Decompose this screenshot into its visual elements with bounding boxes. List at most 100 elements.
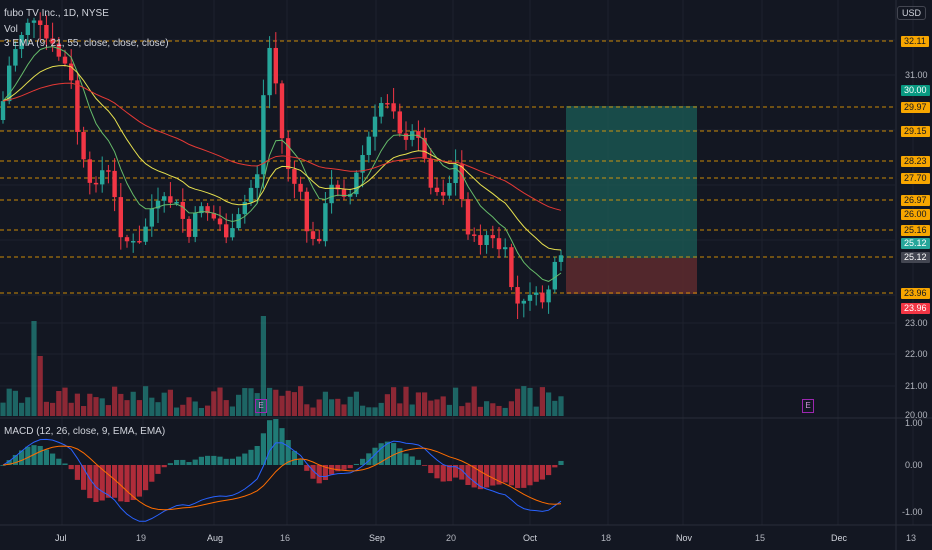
macd-tick: -1.00 (902, 507, 923, 517)
time-tick: Oct (523, 533, 538, 543)
candle-body (242, 202, 247, 215)
volume-bar (298, 386, 304, 416)
macd-histogram-bar (99, 465, 105, 501)
symbol-legend[interactable]: fubo TV Inc., 1D, NYSE (4, 8, 109, 19)
candle-body (174, 201, 179, 204)
volume-bar (490, 403, 496, 416)
candle-body (205, 206, 210, 214)
volume-bar (31, 321, 37, 416)
candle-body (422, 137, 427, 159)
candle-body (329, 184, 334, 204)
macd-histogram-bar (93, 465, 99, 502)
volume-bar (384, 394, 390, 416)
macd-histogram-bar (316, 465, 322, 484)
macd-legend[interactable]: MACD (12, 26, close, 9, EMA, EMA) (4, 426, 165, 437)
candle-body (341, 189, 347, 197)
candle-body (180, 201, 185, 219)
candle-body (193, 213, 198, 237)
volume-bar (484, 401, 490, 416)
earnings-marker-icon[interactable]: E (802, 399, 814, 413)
volume-bar (428, 400, 434, 416)
candle-body (112, 170, 117, 198)
macd-histogram-bar (62, 463, 68, 465)
macd-histogram-bar (12, 455, 18, 465)
macd-histogram-bar (0, 465, 6, 466)
macd-histogram-bar (118, 465, 124, 502)
candle-body (50, 38, 55, 44)
volume-bar (143, 386, 149, 416)
candle-body (131, 241, 136, 243)
macd-histogram-bar (19, 450, 25, 465)
time-tick: 16 (280, 533, 291, 543)
candle-body (168, 196, 173, 203)
ema-legend[interactable]: 3 EMA (9, 21, 55, close, close, close) (4, 38, 169, 49)
macd-histogram-bar (155, 465, 161, 474)
volume-bar (403, 386, 409, 416)
candle-body (385, 103, 390, 105)
earnings-marker-icon[interactable]: E (255, 399, 267, 413)
candle-body (100, 170, 105, 185)
volume-bar (546, 392, 552, 416)
candle-body (317, 238, 322, 242)
ema-fast-line (2, 46, 562, 282)
macd-histogram-bar (403, 453, 409, 465)
volume-bar (260, 316, 266, 416)
volume-bar (74, 393, 80, 416)
candle-body (186, 218, 192, 237)
macd-histogram-bar (558, 460, 564, 465)
candle-body (335, 184, 340, 190)
time-tick: 18 (601, 533, 612, 543)
macd-line (2, 438, 562, 522)
candle-body (372, 116, 378, 137)
volume-bar (515, 388, 521, 416)
volume-bar (552, 400, 558, 416)
currency-button[interactable]: USD (896, 6, 926, 20)
macd-histogram-bar (422, 465, 428, 466)
candle-body (503, 247, 508, 250)
volume-bar (62, 387, 68, 416)
macd-histogram-bar (229, 458, 235, 465)
macd-histogram-bar (378, 443, 384, 465)
macd-histogram-bar (242, 453, 248, 465)
candle-body (310, 231, 316, 239)
candle-body (540, 292, 545, 303)
macd-histogram-bar (521, 465, 527, 488)
macd-histogram-bar (130, 465, 136, 501)
time-tick: Dec (831, 533, 848, 543)
volume-bar (136, 400, 142, 416)
volume-bar (155, 402, 161, 416)
price-tick: 23.00 (905, 318, 928, 328)
candle-body (87, 159, 92, 183)
volume-bar (211, 391, 217, 416)
candle-body (81, 131, 86, 160)
candle-body (447, 183, 452, 196)
candle-body (354, 172, 359, 195)
macd-histogram-bar (539, 465, 545, 480)
volume-bar (242, 388, 248, 416)
time-tick: 13 (906, 533, 917, 543)
volume-bar (316, 399, 322, 416)
price-tick: 20.00 (905, 410, 928, 420)
volume-bar (322, 391, 328, 416)
macd-histogram-bar (322, 465, 328, 481)
volume-legend[interactable]: Vol (4, 24, 18, 35)
candle-body (62, 56, 68, 64)
volume-bar (229, 406, 235, 416)
candle-body (217, 218, 223, 225)
macd-histogram-bar (533, 465, 539, 482)
macd-histogram-bar (347, 465, 353, 469)
volume-bar (465, 402, 471, 416)
macd-histogram-bar (391, 443, 397, 465)
macd-tick: 0.00 (905, 460, 923, 470)
candle-body (31, 20, 37, 23)
macd-histogram-bar (81, 465, 87, 490)
macd-histogram-bar (279, 428, 285, 465)
volume-bar (335, 398, 341, 416)
candle-body (360, 155, 365, 173)
candle-body (546, 289, 551, 303)
macd-histogram-bar (143, 465, 149, 491)
candle-body (484, 235, 489, 246)
volume-bar (124, 400, 130, 416)
